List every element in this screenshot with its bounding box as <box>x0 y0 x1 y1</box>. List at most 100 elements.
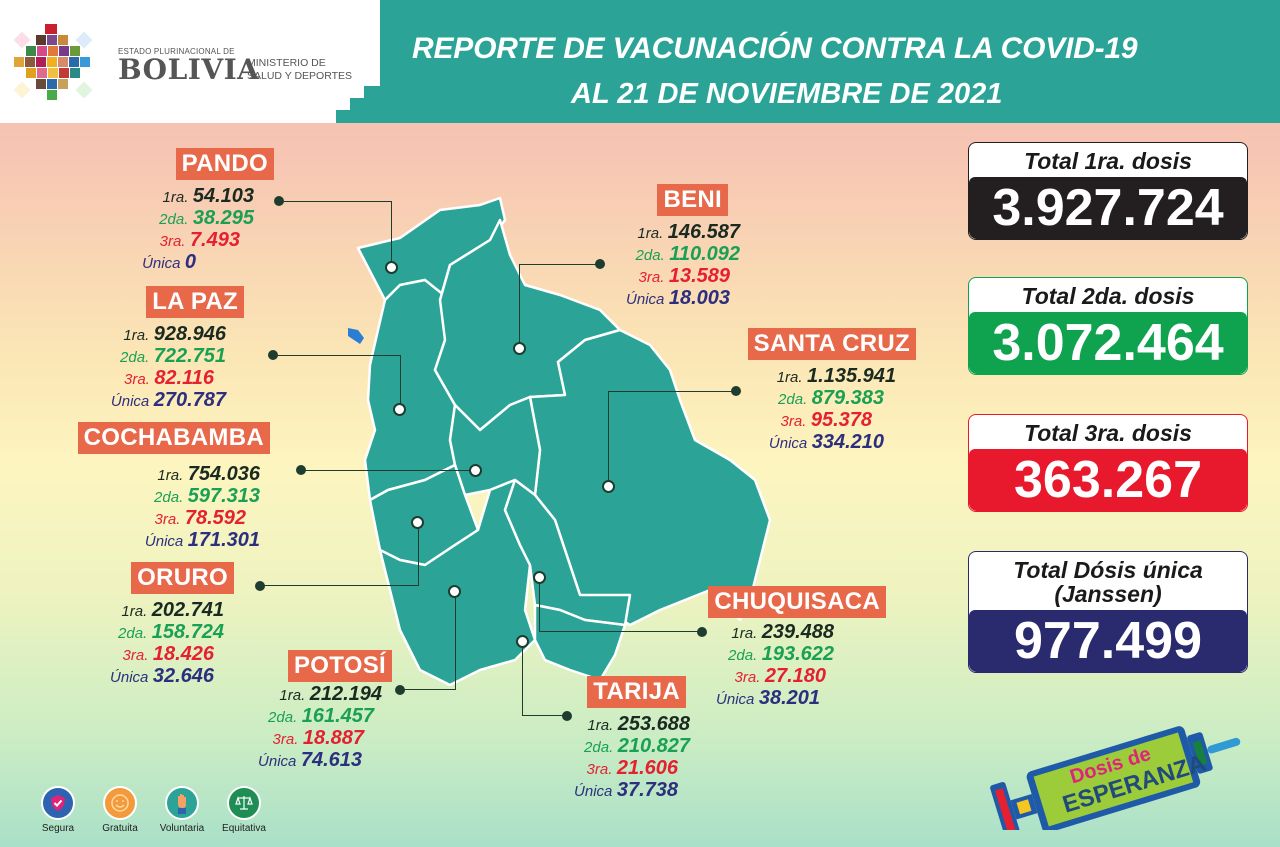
oruro-connector <box>260 523 419 586</box>
first-dose-label: 1ra. <box>731 625 758 642</box>
dept-name: PANDO <box>175 148 274 180</box>
dept-la-paz: LA PAZ 1ra. 928.946 2da. 722.751 3ra. 82… <box>96 286 248 412</box>
santa-cruz-map-marker <box>602 480 615 493</box>
ministry-line-1: MINISTERIO DE <box>247 57 326 69</box>
santa-cruz-connector <box>608 391 733 486</box>
second-dose-value: 879.383 <box>811 387 884 409</box>
bolivia-logo: ESTADO PLURINACIONAL DE BOLIVIA <box>12 24 259 106</box>
first-dose-label: 1ra. <box>121 603 148 620</box>
third-dose-label: 3ra. <box>272 731 299 748</box>
badge-equitativa: Equitativa <box>214 786 274 834</box>
third-dose-value: 7.493 <box>189 229 240 251</box>
total-second-dose-card: Total 2da. dosis 3.072.464 <box>968 277 1248 375</box>
single-dose-label: Única <box>626 291 665 308</box>
chuquisaca-connector-dot <box>697 627 707 637</box>
total-single-dose-label-line1: Total Dósis única <box>1013 557 1203 583</box>
second-dose-label: 2da. <box>728 647 758 664</box>
dept-name: COCHABAMBA <box>77 422 270 454</box>
third-dose-label: 3ra. <box>154 511 181 528</box>
dept-pando: PANDO 1ra. 54.103 2da. 38.295 3ra. 7.493… <box>120 148 274 274</box>
tarija-map-marker <box>516 635 529 648</box>
badge-label: Gratuita <box>102 823 138 834</box>
second-dose-value: 722.751 <box>153 345 226 367</box>
dept-oruro: ORURO 1ra. 202.741 2da. 158.724 3ra. 18.… <box>96 562 244 688</box>
single-dose-label: Única <box>716 691 755 708</box>
dept-tarija: TARIJA 1ra. 253.688 2da. 210.827 3ra. 21… <box>560 676 690 802</box>
cochabamba-map-marker <box>469 464 482 477</box>
third-dose-label: 3ra. <box>159 233 186 250</box>
badge-label: Equitativa <box>222 823 266 834</box>
first-dose-label: 1ra. <box>637 225 664 242</box>
badge-label: Voluntaria <box>159 823 205 834</box>
pando-connector <box>279 201 392 267</box>
scales-icon <box>227 786 261 820</box>
dept-name: POTOSÍ <box>287 650 392 682</box>
second-dose-label: 2da. <box>118 625 148 642</box>
single-dose-value: 270.787 <box>153 389 226 411</box>
total-third-dose-label: Total 3ra. dosis <box>1024 420 1192 446</box>
vaccine-attributes: Segura Gratuita Voluntaria Equitativa <box>28 786 276 834</box>
first-dose-label: 1ra. <box>279 687 306 704</box>
total-first-dose-label: Total 1ra. dosis <box>1024 148 1192 174</box>
badge-label: Segura <box>41 823 75 834</box>
second-dose-label: 2da. <box>120 349 150 366</box>
third-dose-label: 3ra. <box>122 647 149 664</box>
total-first-dose-card: Total 1ra. dosis 3.927.724 <box>968 142 1248 240</box>
total-third-dose-value: 363.267 <box>969 449 1247 511</box>
second-dose-value: 38.295 <box>192 207 254 229</box>
single-dose-value: 32.646 <box>152 665 214 687</box>
la-paz-map-marker <box>393 403 406 416</box>
single-dose-label: Única <box>258 753 297 770</box>
beni-connector <box>519 264 599 350</box>
single-dose-value: 38.201 <box>758 687 820 709</box>
dept-chuquisaca: CHUQUISACA 1ra. 239.488 2da. 193.622 3ra… <box>694 586 890 710</box>
single-dose-label: Única <box>110 393 150 410</box>
la-paz-connector <box>273 355 401 410</box>
bolivia-map <box>348 196 772 687</box>
chuquisaca-map-marker <box>533 571 546 584</box>
total-second-dose-value: 3.072.464 <box>969 312 1247 374</box>
single-dose-label: Única <box>144 533 184 550</box>
first-dose-value: 928.946 <box>153 323 226 345</box>
oruro-map-marker <box>411 516 424 529</box>
third-dose-label: 3ra. <box>780 413 807 430</box>
title-banner <box>336 0 1280 123</box>
oruro-connector-dot <box>255 581 265 591</box>
second-dose-label: 2da. <box>268 709 298 726</box>
single-dose-value: 18.003 <box>668 287 730 309</box>
first-dose-value: 239.488 <box>761 621 834 643</box>
lake-titicaca-icon <box>348 328 364 344</box>
total-first-dose-value: 3.927.724 <box>969 177 1247 239</box>
map-region-tarija <box>533 603 627 682</box>
third-dose-value: 95.378 <box>810 409 872 431</box>
second-dose-value: 193.622 <box>761 643 834 665</box>
second-dose-label: 2da. <box>154 489 184 506</box>
second-dose-label: 2da. <box>635 247 665 264</box>
third-dose-value: 18.426 <box>152 643 214 665</box>
first-dose-label: 1ra. <box>587 717 614 734</box>
smiley-icon <box>103 786 137 820</box>
third-dose-label: 3ra. <box>638 269 665 286</box>
shield-check-icon <box>41 786 75 820</box>
dept-cochabamba: COCHABAMBA 1ra. 754.036 2da. 597.313 3ra… <box>70 422 270 552</box>
first-dose-label: 1ra. <box>123 327 150 344</box>
beni-map-marker <box>513 342 526 355</box>
first-dose-value: 754.036 <box>187 463 260 485</box>
first-dose-label: 1ra. <box>162 189 189 206</box>
first-dose-label: 1ra. <box>157 467 184 484</box>
total-single-dose-label: Total Dósis única (Janssen) <box>969 552 1247 610</box>
dept-potosi: POTOSÍ 1ra. 212.194 2da. 161.457 3ra. 18… <box>240 650 392 772</box>
third-dose-value: 13.589 <box>668 265 730 287</box>
third-dose-label: 3ra. <box>124 371 150 388</box>
single-dose-value: 37.738 <box>616 779 678 801</box>
dept-name: BENI <box>657 184 728 216</box>
total-second-dose-label: Total 2da. dosis <box>1021 283 1195 309</box>
santa-cruz-connector-dot <box>731 386 741 396</box>
tarija-connector-dot <box>562 711 572 721</box>
logo-subtitle: ESTADO PLURINACIONAL DE <box>118 46 235 56</box>
first-dose-value: 1.135.941 <box>807 365 896 387</box>
second-dose-label: 2da. <box>159 211 189 228</box>
dept-name: CHUQUISACA <box>708 586 886 618</box>
total-third-dose-card: Total 3ra. dosis 363.267 <box>968 414 1248 512</box>
first-dose-value: 202.741 <box>151 599 224 621</box>
